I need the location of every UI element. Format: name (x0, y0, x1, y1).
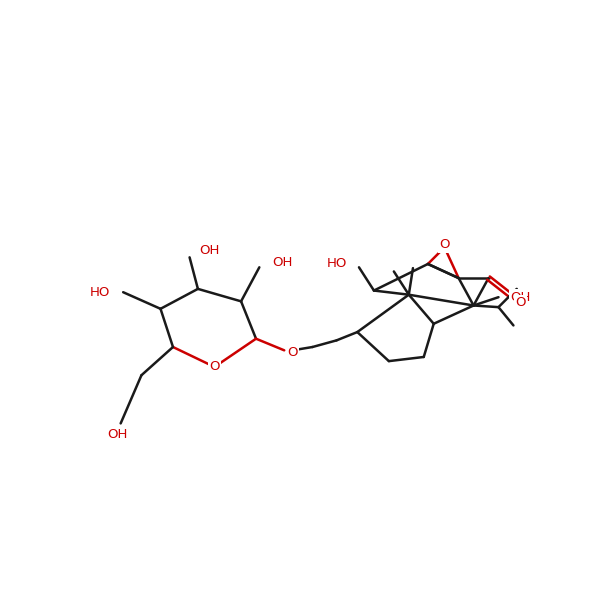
Text: OH: OH (107, 428, 128, 440)
Text: OH: OH (510, 290, 530, 304)
Text: O: O (439, 238, 450, 251)
Text: O: O (209, 361, 220, 373)
Text: O: O (515, 296, 526, 310)
Text: HO: HO (327, 257, 347, 269)
Text: OH: OH (272, 256, 292, 269)
Text: OH: OH (200, 244, 220, 257)
Text: O: O (287, 346, 298, 359)
Text: HO: HO (89, 286, 110, 299)
